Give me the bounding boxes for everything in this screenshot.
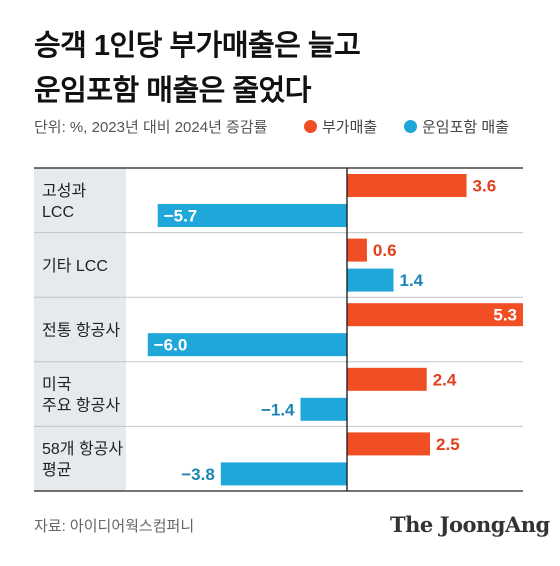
bar-ancillary <box>347 238 367 262</box>
bar-ancillary <box>347 174 467 197</box>
value-label-ancillary: 2.5 <box>436 435 460 454</box>
legend-swatch-fare-inclusive <box>404 120 417 133</box>
chart-title-line-1: 승객 1인당 부가매출은 늘고 <box>34 30 361 62</box>
legend-item-fare-inclusive: 운임포함 매출 <box>404 116 509 137</box>
category-label: 고성과 <box>42 182 86 200</box>
bar-fare-inclusive <box>147 333 347 357</box>
category-label: 주요 항공사 <box>42 397 120 415</box>
legend-item-ancillary: 부가매출 <box>304 116 377 137</box>
value-label-fare-inclusive: −6.0 <box>154 336 188 355</box>
subtitle-legend-row: 단위: %, 2023년 대비 2024년 증감률 부가매출 운임포함 매출 <box>34 116 534 138</box>
bar-fare-inclusive <box>157 204 347 227</box>
value-label-fare-inclusive: 1.4 <box>399 271 423 290</box>
value-label-ancillary: 3.6 <box>473 177 497 196</box>
value-label-fare-inclusive: −1.4 <box>261 400 295 419</box>
category-label: 기타 LCC <box>42 257 108 275</box>
bar-ancillary <box>347 303 523 327</box>
legend-label-fare-inclusive: 운임포함 매출 <box>422 119 509 136</box>
category-label: 평균 <box>42 461 71 479</box>
publisher-logo: The JoongAng <box>390 512 550 537</box>
value-label-ancillary: 5.3 <box>493 306 517 325</box>
value-label-ancillary: 0.6 <box>373 241 397 260</box>
bar-fare-inclusive <box>300 397 347 421</box>
legend-label-ancillary: 부가매출 <box>322 119 378 136</box>
category-label: LCC <box>42 204 74 221</box>
chart-title: 승객 1인당 부가매출은 늘고 운임포함 매출은 줄었다 <box>34 24 361 114</box>
value-label-ancillary: 2.4 <box>433 370 457 389</box>
category-label-panel <box>34 168 126 491</box>
category-label: 미국 <box>42 376 71 394</box>
source-note: 자료: 아이디어웍스컴퍼니 <box>34 518 195 535</box>
bar-ancillary <box>347 367 427 391</box>
value-label-fare-inclusive: −5.7 <box>164 207 198 226</box>
category-label: 58개 항공사 <box>42 440 123 458</box>
value-label-fare-inclusive: −3.8 <box>181 465 215 484</box>
unit-subtitle: 단위: %, 2023년 대비 2024년 증감률 <box>34 119 268 136</box>
category-label: 전통 항공사 <box>42 322 120 340</box>
bar-fare-inclusive <box>220 462 347 486</box>
bar-fare-inclusive <box>347 268 394 292</box>
chart-title-line-2: 운임포함 매출은 줄었다 <box>34 75 311 107</box>
bar-ancillary <box>347 432 431 456</box>
legend-swatch-ancillary <box>304 120 317 133</box>
